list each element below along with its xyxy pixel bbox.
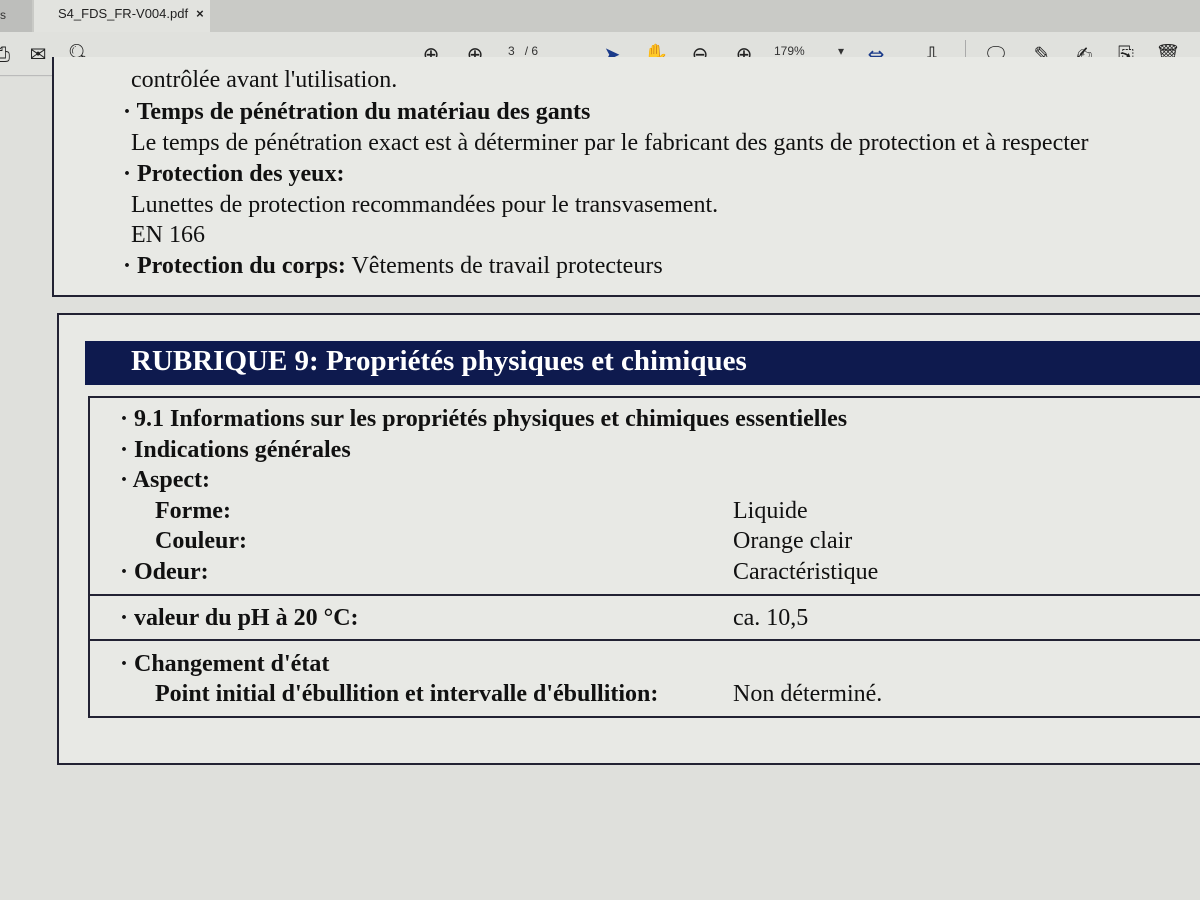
value: Vêtements de travail protecteurs	[351, 253, 663, 279]
doc-line: contrôlée avant l'utilisation.	[131, 67, 398, 93]
doc-line: · Protection des yeux:	[123, 161, 345, 187]
doc-line: · Aspect:	[120, 467, 210, 493]
ebullition-label: Point initial d'ébullition et intervalle…	[155, 681, 659, 707]
section-9-box	[57, 313, 1200, 765]
ph-value: ca. 10,5	[733, 605, 809, 631]
section-title: RUBRIQUE 9: Propriétés physiques et chim…	[85, 341, 1200, 385]
doc-line: · 9.1 Informations sur les propriétés ph…	[120, 406, 848, 432]
tab-previous[interactable]: s	[0, 0, 32, 32]
ebullition-value: Non déterminé.	[733, 681, 883, 707]
odeur-label: · Odeur:	[120, 559, 209, 585]
forme-label: Forme:	[155, 498, 231, 524]
doc-line: · Protection du corps: Vêtements de trav…	[123, 253, 663, 280]
tab-bar: s S4_FDS_FR-V004.pdf ×	[0, 0, 1200, 32]
odeur-value: Caractéristique	[733, 559, 879, 585]
tab-document[interactable]: S4_FDS_FR-V004.pdf ×	[34, 0, 210, 32]
chevron-down-icon: ▾	[837, 44, 844, 58]
doc-line: Le temps de pénétration exact est à déte…	[131, 130, 1089, 156]
label: · Protection du corps:	[123, 253, 346, 279]
ph-label: · valeur du pH à 20 °C:	[120, 605, 359, 631]
doc-line: · Temps de pénétration du matériau des g…	[123, 99, 591, 125]
properties-table	[88, 396, 1200, 718]
doc-line: · Changement d'état	[120, 651, 330, 677]
divider	[965, 40, 966, 68]
document-view: contrôlée avant l'utilisation. · Temps d…	[0, 57, 1200, 900]
mail-icon[interactable]: ✉	[29, 42, 47, 66]
couleur-value: Orange clair	[733, 528, 853, 554]
close-icon[interactable]: ×	[196, 6, 204, 21]
tab-label: S4_FDS_FR-V004.pdf	[58, 6, 189, 21]
print-icon[interactable]: ⎙	[0, 42, 10, 66]
page-total: / 6	[524, 44, 539, 58]
couleur-label: Couleur:	[155, 528, 247, 554]
zoom-value: 179%	[774, 44, 805, 58]
page-number-input[interactable]: 3 / 6	[508, 44, 538, 58]
doc-line: Lunettes de protection recommandées pour…	[131, 192, 719, 218]
section-8-box	[52, 57, 1200, 297]
doc-line: · Indications générales	[120, 437, 351, 463]
page-current[interactable]: 3	[508, 44, 515, 58]
divider	[88, 639, 1200, 641]
forme-value: Liquide	[733, 498, 808, 524]
divider	[88, 594, 1200, 596]
doc-line: EN 166	[131, 222, 205, 248]
